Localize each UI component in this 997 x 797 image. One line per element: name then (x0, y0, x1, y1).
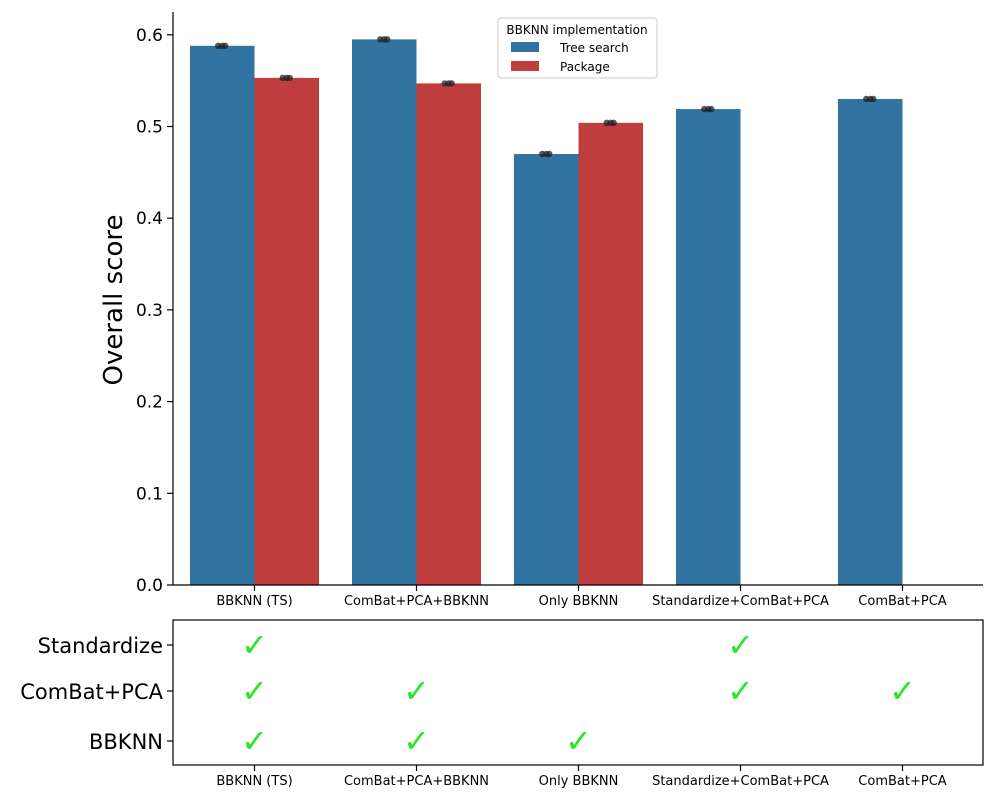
check-icon: ✓ (241, 626, 268, 664)
data-point (222, 42, 229, 50)
y-tick-label: 0.2 (136, 393, 163, 413)
matrix-row-label: BBKNN (89, 730, 163, 754)
legend-title: BBKNN implementation (506, 23, 647, 37)
x-ticks: BBKNN (TS) ComBat+PCA+BBKNN Only BBKNN Stan… (216, 585, 947, 609)
y-tick-label: 0.4 (136, 209, 163, 229)
bars (190, 39, 903, 586)
y-tick-label: 0.6 (136, 26, 163, 46)
legend-swatch-package (511, 61, 539, 71)
data-point (610, 119, 617, 127)
matrix-x-tick-label: Only BBKNN (539, 774, 619, 789)
bar-tree-search-3 (676, 109, 741, 586)
bar-package-1 (416, 83, 481, 585)
check-icon: ✓ (727, 672, 754, 710)
data-point (546, 150, 553, 158)
y-tick-label: 0.5 (136, 118, 163, 138)
bar-tree-search-4 (838, 98, 903, 586)
data-point (384, 36, 391, 43)
y-tick-label: 0.3 (136, 301, 163, 321)
bar-tree-search-2 (514, 154, 579, 585)
data-point (448, 80, 455, 87)
legend-label-package: Package (560, 60, 610, 74)
matrix-x-ticks: BBKNN (TS) ComBat+PCA+BBKNN Only BBKNN Stan… (216, 765, 947, 789)
check-icon: ✓ (241, 722, 268, 760)
matrix-x-tick-label: Standardize+ComBat+PCA (652, 774, 829, 789)
data-point (708, 105, 715, 113)
bar-tree-search-1 (352, 39, 417, 585)
legend-label-tree-search: Tree search (559, 41, 629, 55)
check-icon: ✓ (727, 626, 754, 664)
y-tick-label: 0.1 (136, 484, 163, 504)
x-tick-label: ComBat+PCA (858, 594, 946, 609)
bar-chart: Overall score 0.0 0.1 0.2 0.3 0.4 0.5 0.6 BBKN… (99, 12, 983, 609)
x-tick-label: BBKNN (TS) (216, 594, 292, 609)
check-icon: ✓ (889, 672, 916, 710)
method-matrix: Standardize ComBat+PCA BBKNN ✓ ✓ ✓ ✓ ✓ ✓ ✓ ✓ ✓ BBK… (20, 619, 984, 789)
data-points (215, 36, 877, 158)
matrix-row-label: ComBat+PCA (20, 680, 163, 704)
bar-package-0 (254, 77, 319, 586)
matrix-x-tick-label: ComBat+PCA (858, 774, 946, 789)
x-tick-label: Standardize+ComBat+PCA (652, 594, 829, 609)
check-icon: ✓ (403, 672, 430, 710)
y-axis-label: Overall score (99, 214, 129, 385)
x-tick-label: ComBat+PCA+BBKNN (344, 594, 489, 609)
matrix-checkmarks: ✓ ✓ ✓ ✓ ✓ ✓ ✓ ✓ ✓ (241, 626, 916, 760)
check-icon: ✓ (403, 722, 430, 760)
bar-tree-search-0 (190, 45, 255, 585)
matrix-x-tick-label: ComBat+PCA+BBKNN (344, 774, 489, 789)
data-point (870, 95, 877, 103)
check-icon: ✓ (241, 672, 268, 710)
matrix-row-label: Standardize (38, 634, 163, 658)
x-tick-label: Only BBKNN (539, 594, 619, 609)
legend: BBKNN implementation Tree search Package (497, 17, 658, 79)
bar-package-2 (578, 122, 643, 585)
matrix-x-tick-label: BBKNN (TS) (216, 774, 292, 789)
legend-swatch-tree-search (511, 42, 539, 52)
y-ticks: 0.0 0.1 0.2 0.3 0.4 0.5 0.6 (136, 26, 173, 596)
matrix-row-labels: Standardize ComBat+PCA BBKNN (20, 634, 173, 754)
check-icon: ✓ (565, 722, 592, 760)
data-point (286, 74, 293, 82)
y-tick-label: 0.0 (136, 576, 163, 596)
